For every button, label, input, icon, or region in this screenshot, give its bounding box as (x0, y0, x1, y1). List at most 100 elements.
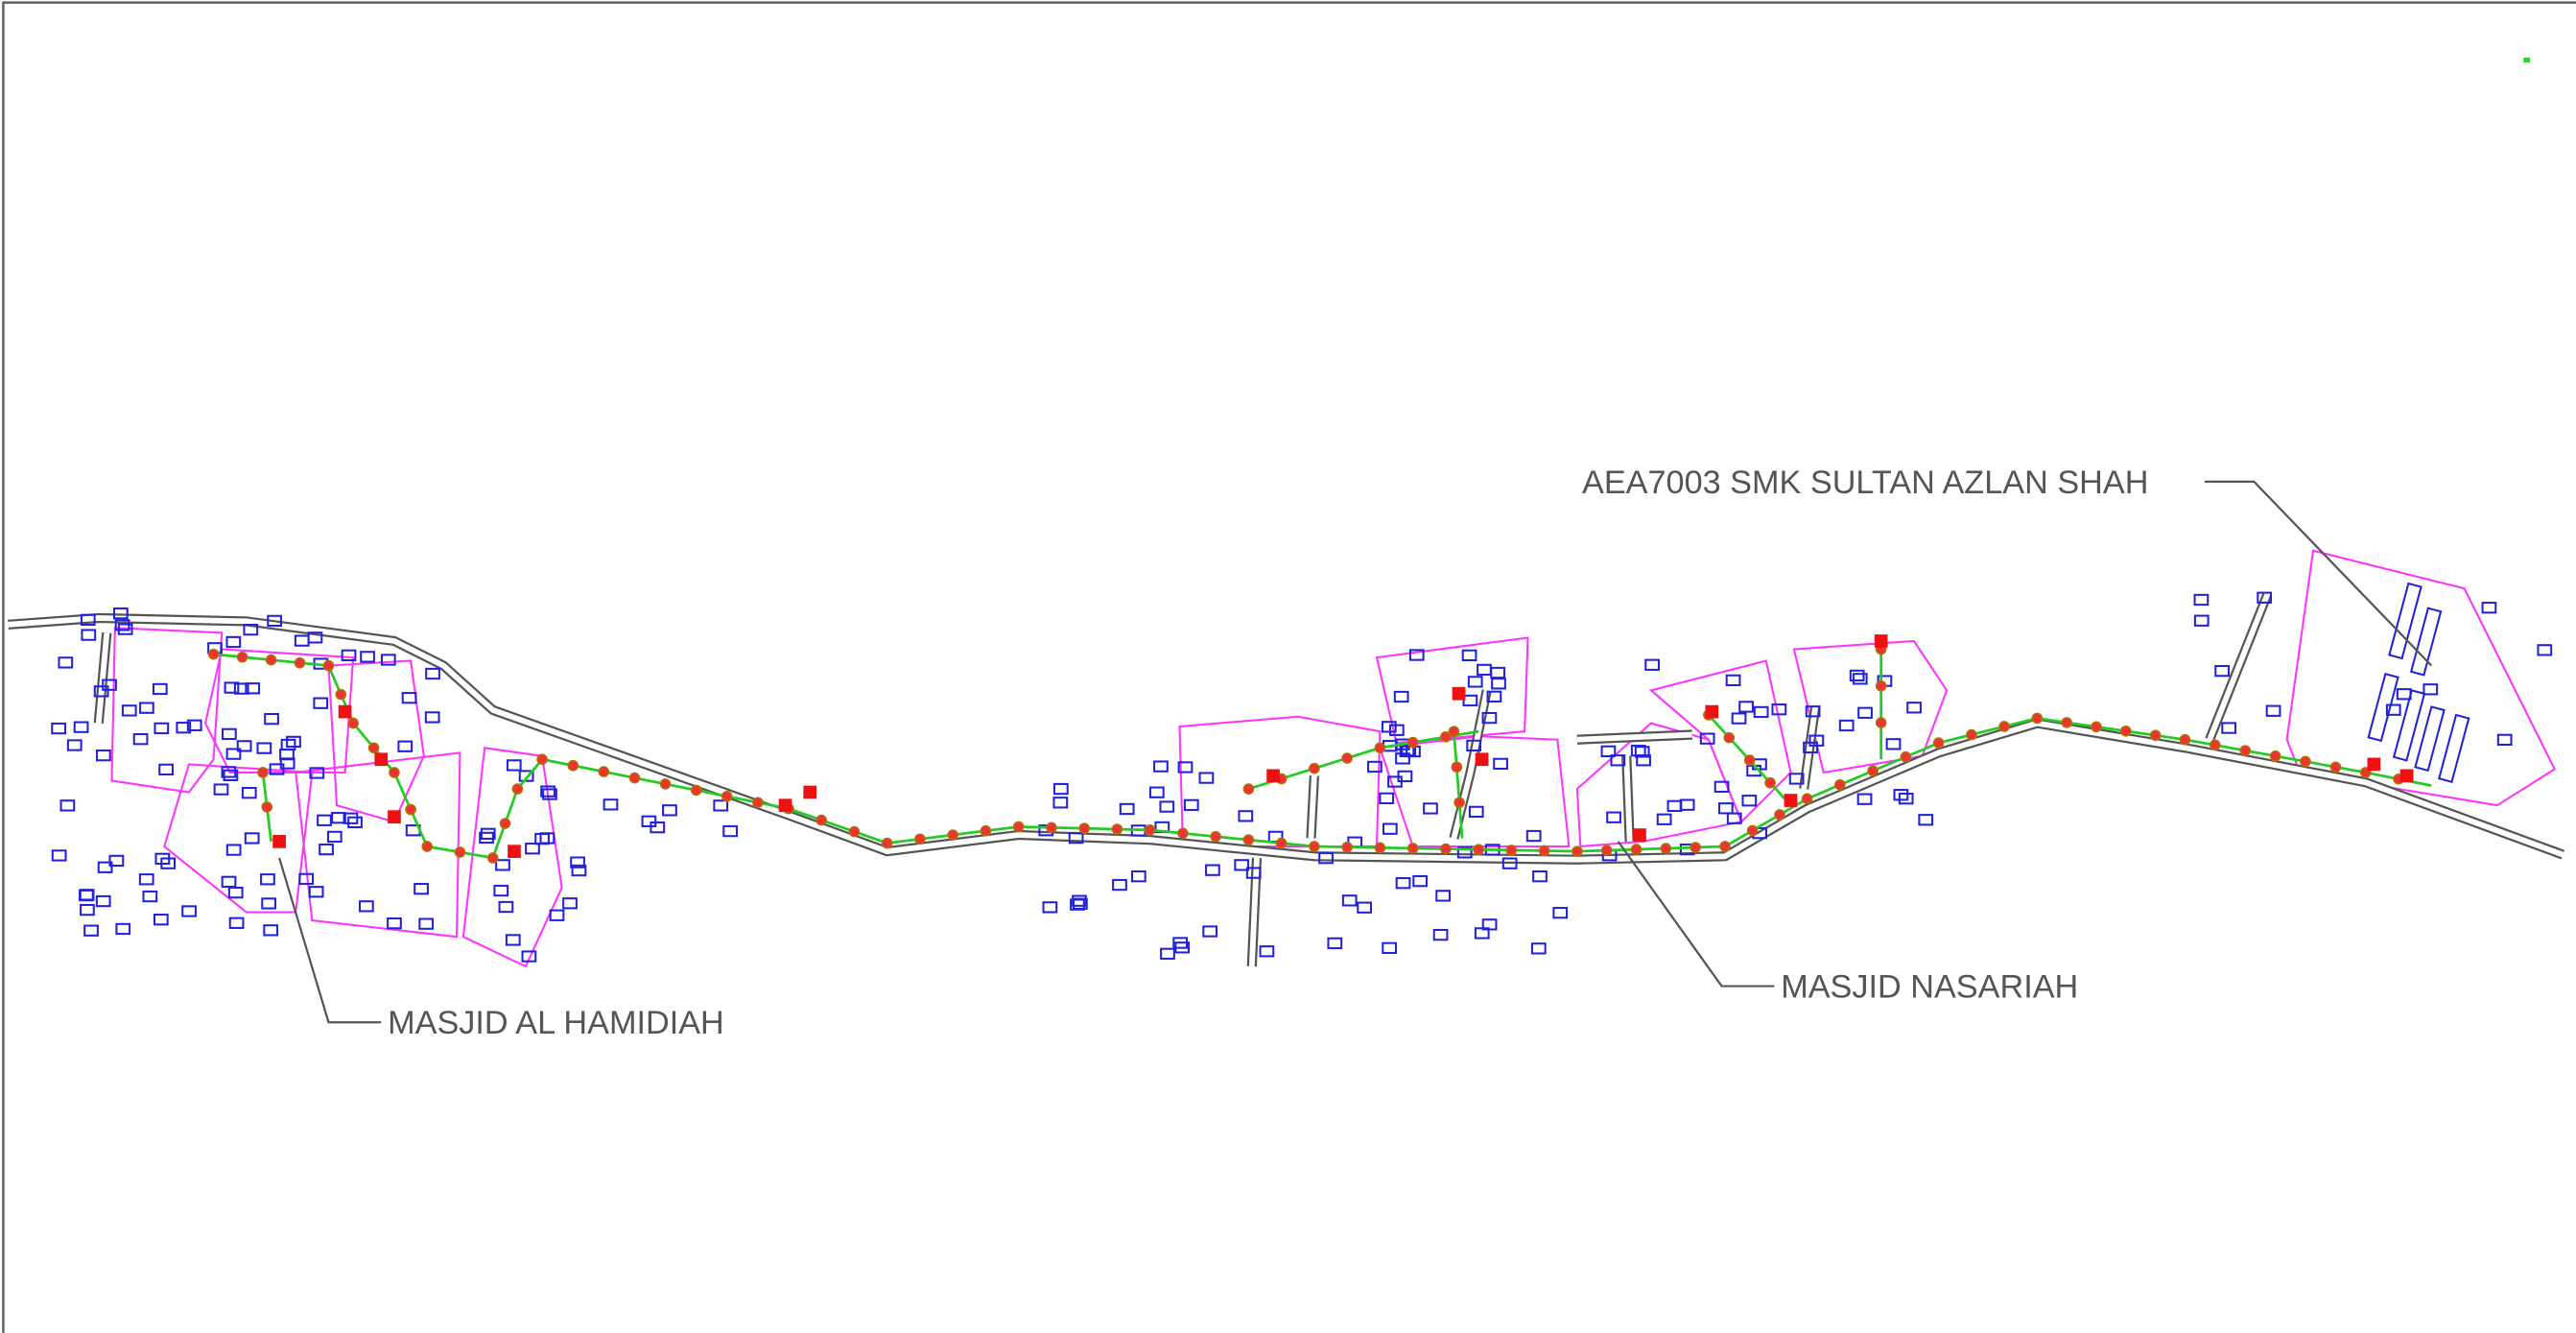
substation (1266, 770, 1280, 783)
pole (1342, 753, 1352, 763)
substation (2368, 758, 2381, 772)
pole (722, 792, 732, 801)
pole (1211, 832, 1220, 842)
pole (1967, 729, 1976, 739)
pole (1342, 843, 1352, 852)
pole (1506, 845, 1516, 855)
pole (237, 653, 247, 662)
pole (258, 768, 268, 777)
pole (1474, 845, 1483, 854)
pole (1375, 843, 1384, 852)
pole (1724, 733, 1734, 743)
pole (660, 779, 670, 789)
pole (692, 785, 701, 795)
road-inner (1311, 775, 1313, 838)
pole (1868, 766, 1878, 775)
pole (1449, 726, 1458, 736)
pole (1877, 718, 1886, 727)
marker (2523, 58, 2530, 62)
pole (753, 797, 763, 807)
pole (406, 804, 415, 814)
pole (422, 842, 432, 851)
substation (1784, 794, 1798, 807)
road-inner (1626, 756, 1629, 842)
pole (1572, 846, 1582, 856)
pole (568, 761, 578, 771)
pole (849, 826, 859, 836)
pole (883, 838, 892, 847)
pole (1408, 844, 1418, 853)
pole (1631, 845, 1641, 854)
pole (981, 826, 990, 836)
pole (1690, 843, 1700, 852)
pole (1747, 825, 1757, 835)
pole (208, 650, 218, 659)
pole (1999, 722, 2009, 731)
substation (1633, 828, 1646, 842)
pole (2180, 735, 2189, 745)
pole (1146, 825, 1155, 835)
pole (1720, 842, 1730, 851)
pole (1178, 828, 1188, 838)
pole (915, 834, 925, 844)
pole (2032, 713, 2042, 723)
pole (455, 847, 464, 857)
substation (803, 786, 816, 799)
pole (1310, 764, 1319, 774)
pole (500, 819, 509, 828)
pole (262, 802, 272, 812)
pole (1901, 752, 1910, 762)
pole (1454, 797, 1464, 807)
substation (1705, 705, 1718, 719)
pole (1310, 842, 1319, 851)
pole (1933, 738, 1943, 748)
pole (1661, 844, 1670, 853)
pole (323, 661, 333, 671)
substation (2400, 770, 2414, 783)
pole (1014, 821, 1024, 831)
pole (295, 658, 304, 668)
substation (388, 810, 401, 823)
pole (1835, 780, 1845, 790)
pole (1452, 762, 1461, 772)
pole (2210, 740, 2220, 750)
pole (2150, 730, 2160, 740)
pole (1243, 835, 1253, 845)
pole (1408, 737, 1418, 747)
substation (374, 752, 388, 766)
pole (599, 767, 608, 776)
pole (512, 784, 522, 794)
site-plan: AEA7003 SMK SULTAN AZLAN SHAH MASJID NAS… (0, 0, 2576, 1333)
pole (348, 718, 358, 727)
pole (948, 830, 957, 840)
pole (368, 743, 378, 752)
substation (779, 798, 792, 812)
pole (2062, 718, 2071, 727)
substation (508, 845, 521, 858)
pole (1802, 794, 1811, 803)
pole (336, 689, 345, 699)
pole (1079, 823, 1089, 833)
substation (1453, 687, 1466, 701)
pole (1441, 844, 1451, 853)
pole (1877, 681, 1886, 691)
pole (1112, 824, 1122, 834)
background (0, 0, 2576, 1333)
pole (488, 853, 498, 863)
pole (1047, 822, 1056, 832)
substation (1476, 752, 1489, 766)
pole (2270, 751, 2280, 761)
substation (272, 835, 286, 848)
substation (1875, 634, 1888, 648)
pole (2240, 746, 2250, 755)
annotation: MASJID AL HAMIDIAH (388, 1005, 724, 1041)
pole (1539, 845, 1548, 855)
pole (1745, 755, 1755, 765)
pole (629, 773, 639, 782)
pole (2121, 726, 2131, 736)
pole (1243, 784, 1253, 794)
pole (1775, 810, 1784, 820)
pole (816, 815, 826, 824)
pole (1602, 845, 1612, 855)
pole (1277, 838, 1287, 847)
